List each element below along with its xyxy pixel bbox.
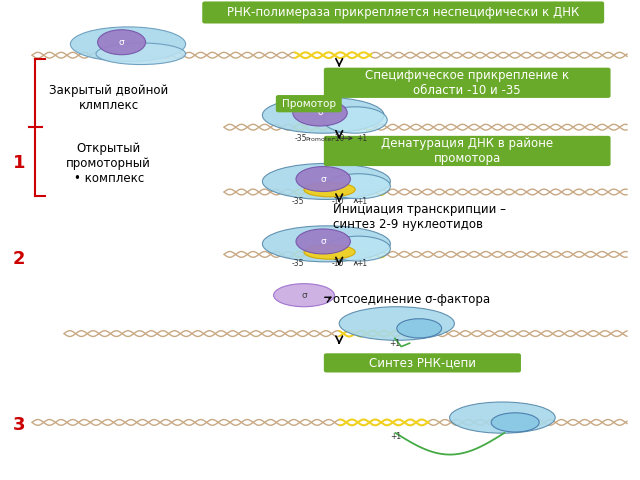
Ellipse shape <box>397 319 442 338</box>
Text: σ: σ <box>119 38 124 47</box>
Text: -10: -10 <box>333 134 346 144</box>
Ellipse shape <box>96 43 186 65</box>
Text: +1: +1 <box>356 259 368 268</box>
FancyBboxPatch shape <box>276 95 342 112</box>
Text: -35: -35 <box>294 134 307 144</box>
Ellipse shape <box>339 307 454 340</box>
Text: σ: σ <box>321 175 326 183</box>
Text: -35: -35 <box>291 259 304 268</box>
Text: 2: 2 <box>13 250 26 268</box>
Ellipse shape <box>323 107 387 133</box>
Ellipse shape <box>304 182 355 197</box>
Ellipse shape <box>296 167 351 192</box>
Text: Синтез РНК-цепи: Синтез РНК-цепи <box>369 356 476 370</box>
Text: Инициация транскрипции –
синтез 2-9 нуклеотидов: Инициация транскрипции – синтез 2-9 нукл… <box>333 203 506 231</box>
Text: Открытый
промоторный
• комплекс: Открытый промоторный • комплекс <box>67 142 151 185</box>
FancyBboxPatch shape <box>324 353 521 372</box>
Text: Денатурация ДНК в районе
промотора: Денатурация ДНК в районе промотора <box>381 137 553 165</box>
Ellipse shape <box>262 97 384 133</box>
FancyBboxPatch shape <box>202 1 604 24</box>
Text: -35: -35 <box>291 197 304 206</box>
Ellipse shape <box>97 30 146 55</box>
Ellipse shape <box>492 413 540 432</box>
Text: -10: -10 <box>332 197 344 206</box>
Text: -10: -10 <box>332 259 344 268</box>
FancyBboxPatch shape <box>324 68 611 98</box>
Ellipse shape <box>296 229 351 254</box>
Ellipse shape <box>449 402 556 433</box>
Text: Специфическое прикрепление к
области -10 и -35: Специфическое прикрепление к области -10… <box>365 69 569 97</box>
Text: +1: +1 <box>390 432 401 441</box>
Text: +1: +1 <box>389 339 401 348</box>
Text: 1: 1 <box>13 154 26 172</box>
Ellipse shape <box>304 245 355 259</box>
Text: σ: σ <box>317 108 323 117</box>
Ellipse shape <box>326 174 390 199</box>
Text: σ: σ <box>301 291 307 300</box>
Ellipse shape <box>274 284 334 307</box>
Ellipse shape <box>326 236 390 261</box>
Text: РНК-полимераза прикрепляется неспецифически к ДНК: РНК-полимераза прикрепляется неспецифиче… <box>227 6 579 19</box>
Ellipse shape <box>293 100 347 126</box>
FancyBboxPatch shape <box>324 136 611 166</box>
Text: Promoter: Promoter <box>305 137 335 142</box>
Text: σ: σ <box>321 237 326 246</box>
Text: +1: +1 <box>356 134 367 144</box>
Text: Промотор: Промотор <box>282 99 336 108</box>
Ellipse shape <box>262 163 390 200</box>
Text: отсоединение σ-фактора: отсоединение σ-фактора <box>333 293 490 306</box>
Text: Закрытый двойной
клмплекс: Закрытый двойной клмплекс <box>49 84 168 112</box>
Text: +1: +1 <box>356 197 368 206</box>
Ellipse shape <box>262 226 390 262</box>
Text: 3: 3 <box>13 416 26 434</box>
Ellipse shape <box>70 27 186 61</box>
